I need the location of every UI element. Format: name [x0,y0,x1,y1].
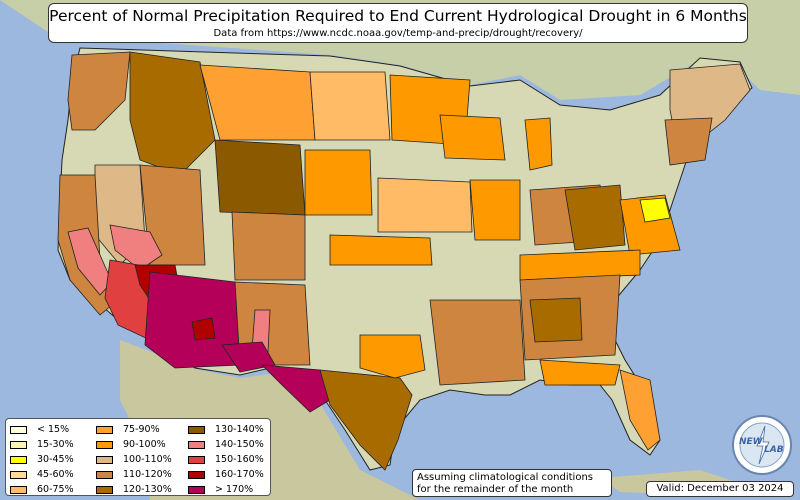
legend-item: 110-120% [96,467,172,482]
legend-label: 120-130% [123,484,172,495]
newlab-logo: NEW LAB [732,415,792,475]
legend-label: < 15% [37,424,70,435]
legend-label: 45-60% [37,469,74,480]
note-line-1: Assuming climatological conditions [417,472,593,483]
legend-swatch [96,485,113,494]
legend-swatch [10,455,27,464]
legend-swatch [96,455,113,464]
legend: < 15% 15-30% 30-45% 45-60% 60-75% 75-90%… [5,418,271,496]
region-nm-magenta [221,341,276,373]
legend-swatch [188,425,205,434]
region-tennessee [519,249,641,281]
region-colorado [231,211,306,281]
title-box: Percent of Normal Precipitation Required… [48,3,748,43]
legend-item: 90-100% [96,437,172,452]
region-oklahoma [377,177,473,233]
legend-label: 60-75% [37,484,74,495]
legend-label: 30-45% [37,454,74,465]
legend-swatch [188,440,205,449]
legend-item: 160-170% [188,467,264,482]
region-maryland [639,197,671,223]
legend-item: 45-60% [10,467,74,482]
legend-swatch [188,470,205,479]
region-sierra [109,224,163,271]
region-kansas [329,234,433,266]
logo-text-left: NEW [739,437,764,447]
legend-item: 120-130% [96,482,172,497]
legend-swatch [188,485,205,494]
region-north-texas [359,334,426,379]
legend-label: 140-150% [215,439,264,450]
region-ny-nj [664,117,713,166]
region-iowa-il [469,179,521,241]
region-central-texas [319,369,413,471]
drought-regions [57,51,751,471]
legend-item: 150-160% [188,452,264,467]
assumption-note: Assuming climatological conditions for t… [412,469,612,497]
region-michigan [524,117,553,171]
legend-label: 110-120% [123,469,172,480]
legend-column-3: 130-140% 140-150% 150-160% 160-170% > 17… [188,422,264,497]
map-title: Percent of Normal Precipitation Required… [49,7,747,25]
region-wyoming [214,139,306,216]
legend-label: > 170% [215,484,254,495]
region-georgia-dark [529,297,583,343]
legend-label: 75-90% [123,424,160,435]
legend-item: 15-30% [10,437,74,452]
legend-item: 60-75% [10,482,74,497]
valid-date: Valid: December 03 2024 [646,481,794,497]
legend-label: 130-140% [215,424,264,435]
region-wisconsin [439,114,506,161]
region-west-texas [260,364,331,413]
region-az-dark [191,317,216,341]
legend-swatch [10,440,27,449]
legend-item: < 15% [10,422,74,437]
legend-item: > 170% [188,482,264,497]
legend-item: 130-140% [188,422,264,437]
region-arizona [144,271,241,369]
legend-swatch [10,470,27,479]
legend-column-2: 75-90% 90-100% 100-110% 110-120% 120-130… [96,422,172,497]
legend-swatch [188,455,205,464]
region-mississippi [429,299,526,386]
legend-label: 15-30% [37,439,74,450]
logo-text-right: LAB [764,445,784,455]
map-subtitle: Data from https://www.ncdc.noaa.gov/temp… [213,28,583,39]
legend-item: 140-150% [188,437,264,452]
region-montana-east [199,64,316,141]
legend-label: 150-160% [215,454,264,465]
legend-item: 30-45% [10,452,74,467]
legend-swatch [10,425,27,434]
legend-swatch [10,485,27,494]
legend-item: 75-90% [96,422,172,437]
legend-column-1: < 15% 15-30% 30-45% 45-60% 60-75% [10,422,74,497]
note-line-2: for the remainder of the month [417,484,574,495]
region-carolinas [539,359,621,386]
logo-lightning-icon [756,425,770,465]
legend-item: 100-110% [96,452,172,467]
legend-label: 100-110% [123,454,172,465]
legend-label: 160-170% [215,469,264,480]
region-florida [619,369,661,451]
region-appalachia [564,184,626,251]
legend-swatch [96,425,113,434]
region-nebraska [304,149,373,216]
legend-swatch [96,440,113,449]
legend-swatch [96,470,113,479]
region-dakotas [309,71,391,141]
legend-label: 90-100% [123,439,166,450]
